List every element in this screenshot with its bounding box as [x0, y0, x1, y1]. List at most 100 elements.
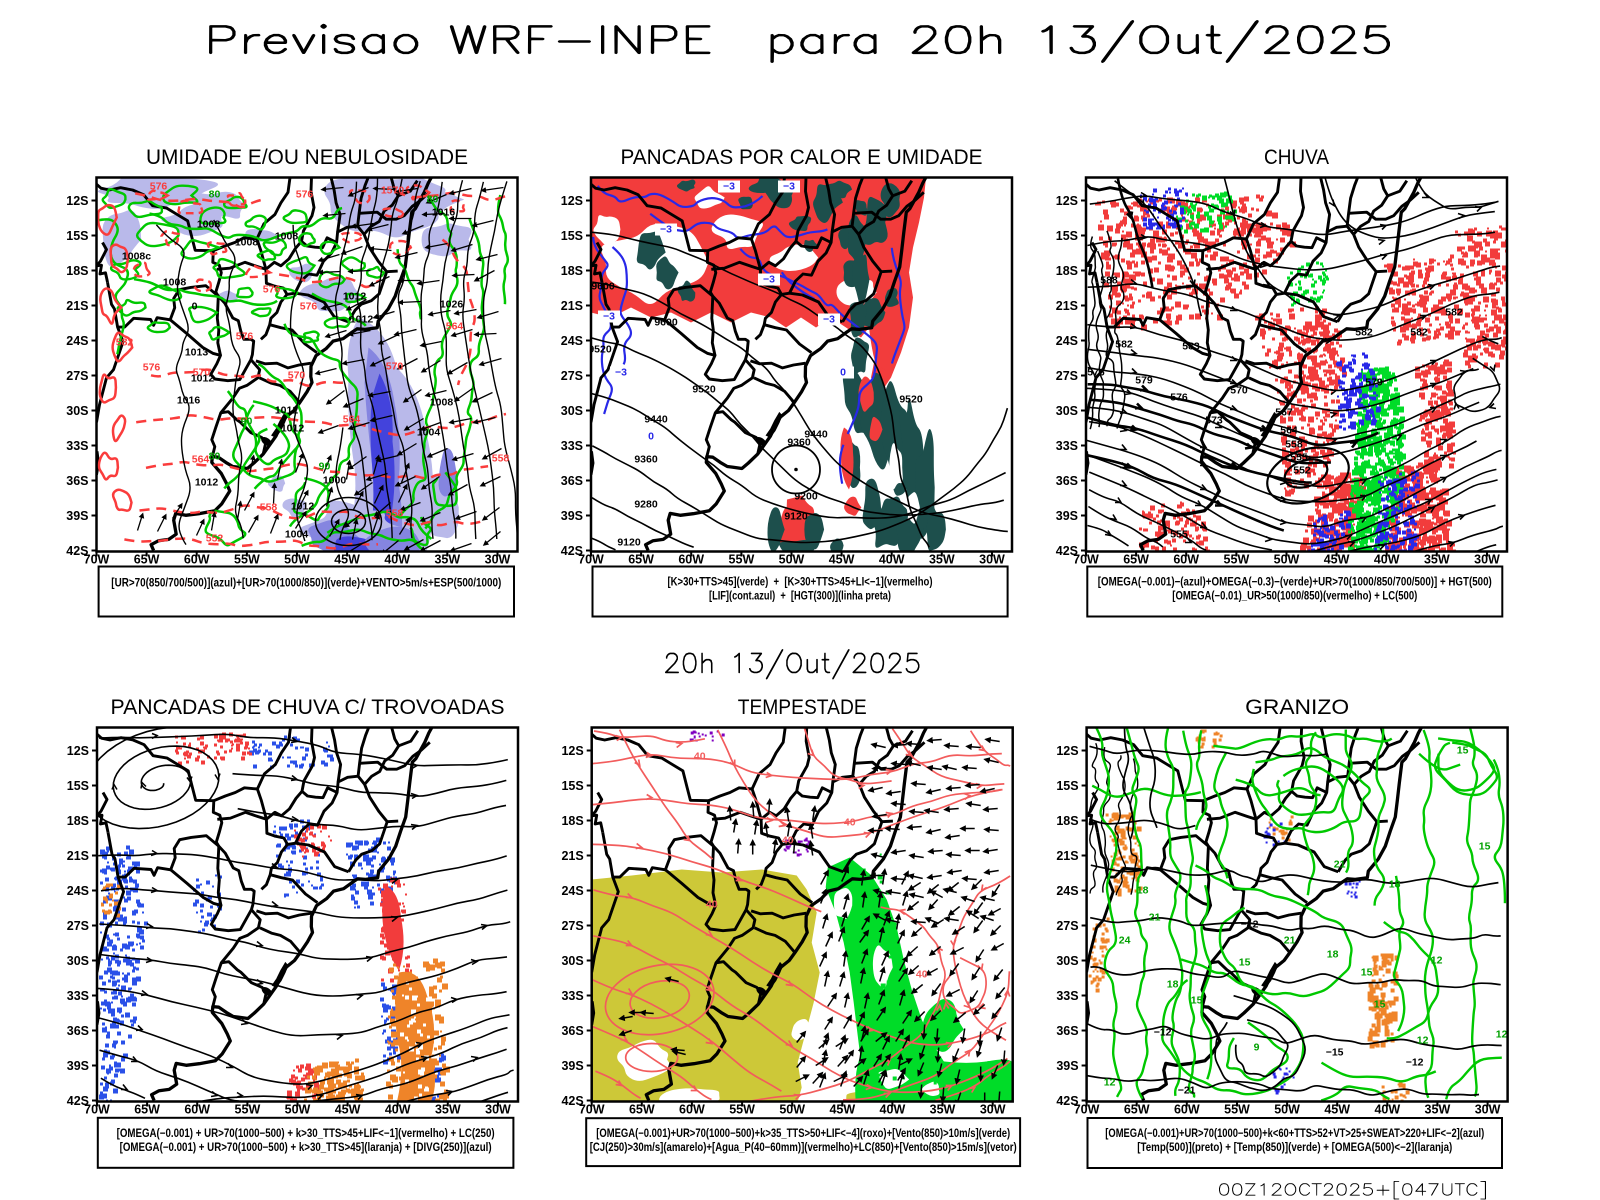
svg-text:33S: 33S — [561, 989, 583, 1003]
svg-text:1008: 1008 — [163, 277, 187, 289]
svg-text:33S: 33S — [67, 989, 89, 1003]
svg-text:9520: 9520 — [899, 394, 923, 406]
svg-text:15: 15 — [1361, 967, 1373, 979]
svg-text:1570: 1570 — [381, 185, 405, 197]
svg-text:21: 21 — [1284, 935, 1296, 947]
svg-text:50W: 50W — [1274, 1103, 1300, 1117]
svg-text:576: 576 — [296, 189, 314, 201]
svg-text:1000: 1000 — [323, 475, 347, 487]
svg-text:70W: 70W — [84, 1103, 110, 1117]
svg-text:12: 12 — [1496, 1029, 1508, 1041]
svg-text:576: 576 — [1170, 392, 1188, 404]
svg-text:35W: 35W — [929, 553, 955, 567]
svg-text:24S: 24S — [67, 884, 89, 898]
svg-text:39S: 39S — [1056, 509, 1078, 523]
svg-text:50W: 50W — [779, 553, 805, 567]
svg-text:70W: 70W — [1074, 1103, 1100, 1117]
svg-text:−12: −12 — [1154, 1027, 1172, 1039]
svg-text:40: 40 — [706, 899, 718, 911]
svg-text:35W: 35W — [434, 553, 460, 567]
svg-text:1012: 1012 — [281, 423, 305, 435]
svg-text:50W: 50W — [285, 1103, 311, 1117]
svg-text:9440: 9440 — [644, 414, 668, 426]
svg-text:582: 582 — [1410, 327, 1428, 339]
svg-text:1004: 1004 — [285, 529, 309, 541]
svg-text:18: 18 — [1137, 885, 1149, 897]
svg-text:15: 15 — [1239, 957, 1251, 969]
svg-text:567: 567 — [1275, 407, 1293, 419]
svg-text:30S: 30S — [561, 954, 583, 968]
svg-text:42S: 42S — [561, 544, 583, 558]
svg-text:[OMEGA(−0.001)+UR>70(1000−500): [OMEGA(−0.001)+UR>70(1000−500)+k<60+TTS>… — [1105, 1128, 1484, 1140]
svg-text:588: 588 — [1100, 275, 1118, 287]
svg-text:30S: 30S — [66, 404, 88, 418]
svg-text:27S: 27S — [561, 369, 583, 383]
svg-text:65W: 65W — [629, 1103, 655, 1117]
svg-text:39S: 39S — [67, 1059, 89, 1073]
svg-text:0: 0 — [192, 301, 198, 313]
svg-text:50W: 50W — [1274, 553, 1300, 567]
svg-text:35W: 35W — [1425, 1103, 1451, 1117]
svg-text:21S: 21S — [561, 849, 583, 863]
svg-text:40: 40 — [844, 817, 856, 829]
svg-text:12S: 12S — [67, 744, 89, 758]
svg-text:55W: 55W — [729, 553, 755, 567]
svg-text:39S: 39S — [66, 509, 88, 523]
svg-text:45W: 45W — [335, 1103, 361, 1117]
svg-text:−3: −3 — [615, 367, 627, 379]
svg-text:1012: 1012 — [291, 501, 315, 513]
svg-text:[OMEGA(−0.001)−(azul)+OMEGA(−0: [OMEGA(−0.001)−(azul)+OMEGA(−0.3)−(verde… — [1098, 577, 1492, 589]
svg-text:40W: 40W — [384, 553, 410, 567]
svg-text:12S: 12S — [1056, 194, 1078, 208]
svg-text:[LIF](cont.azul) + [HGT(300): [LIF](cont.azul) + [HGT(300)](linha pret… — [709, 591, 891, 603]
svg-text:42S: 42S — [1056, 1094, 1078, 1108]
svg-text:9200: 9200 — [794, 491, 818, 503]
svg-text:70W: 70W — [579, 1103, 605, 1117]
svg-text:21: 21 — [1149, 912, 1161, 924]
svg-text:−12: −12 — [1406, 1057, 1424, 1069]
svg-text:CHUVA: CHUVA — [1264, 146, 1329, 169]
svg-text:9440: 9440 — [804, 429, 828, 441]
svg-text:21S: 21S — [67, 849, 89, 863]
svg-text:42S: 42S — [1056, 544, 1078, 558]
svg-text:9360: 9360 — [634, 454, 658, 466]
svg-text:9600: 9600 — [591, 281, 615, 293]
svg-text:90: 90 — [319, 461, 331, 473]
svg-text:12: 12 — [1417, 1035, 1429, 1047]
svg-text:−3: −3 — [723, 181, 735, 193]
svg-text:PANCADAS POR CALOR E UMIDADE: PANCADAS POR CALOR E UMIDADE — [621, 146, 983, 169]
svg-text:36S: 36S — [66, 474, 88, 488]
svg-text:582: 582 — [1355, 327, 1373, 339]
svg-text:1008: 1008 — [275, 231, 299, 243]
svg-text:70W: 70W — [578, 553, 604, 567]
svg-text:27S: 27S — [1056, 369, 1078, 383]
svg-text:583: 583 — [1182, 341, 1200, 353]
svg-text:570: 570 — [386, 361, 404, 373]
svg-text:PANCADAS DE CHUVA C/ TROVOADAS: PANCADAS DE CHUVA C/ TROVOADAS — [111, 696, 505, 719]
svg-text:15S: 15S — [66, 229, 88, 243]
svg-text:1008c: 1008c — [122, 251, 151, 263]
svg-text:50W: 50W — [284, 553, 310, 567]
svg-text:15: 15 — [1191, 995, 1203, 1007]
svg-text:1016: 1016 — [432, 207, 456, 219]
svg-text:9360: 9360 — [787, 437, 811, 449]
svg-text:−3: −3 — [763, 274, 775, 286]
svg-text:[OMEGA(−0.01)_UR>50(1000/850)(: [OMEGA(−0.01)_UR>50(1000/850)(vermelho) … — [1172, 591, 1417, 603]
svg-text:15: 15 — [1374, 999, 1386, 1011]
svg-text:30W: 30W — [1474, 553, 1500, 567]
svg-text:576: 576 — [143, 362, 161, 374]
svg-text:30S: 30S — [67, 954, 89, 968]
svg-text:36S: 36S — [561, 474, 583, 488]
svg-text:564: 564 — [343, 414, 361, 426]
svg-text:576: 576 — [300, 301, 318, 313]
svg-text:30W: 30W — [980, 1103, 1006, 1117]
svg-text:564: 564 — [1280, 425, 1298, 437]
svg-text:[K>30+TTS>45](verde) + [K>30: [K>30+TTS>45](verde) + [K>30+TTS>45+LI<−… — [668, 577, 933, 589]
svg-text:40W: 40W — [880, 1103, 906, 1117]
svg-text:21S: 21S — [1056, 849, 1078, 863]
svg-text:24S: 24S — [561, 334, 583, 348]
svg-text:45W: 45W — [829, 1103, 855, 1117]
svg-text:27S: 27S — [561, 919, 583, 933]
svg-text:9: 9 — [1254, 1042, 1260, 1054]
svg-text:18S: 18S — [66, 264, 88, 278]
